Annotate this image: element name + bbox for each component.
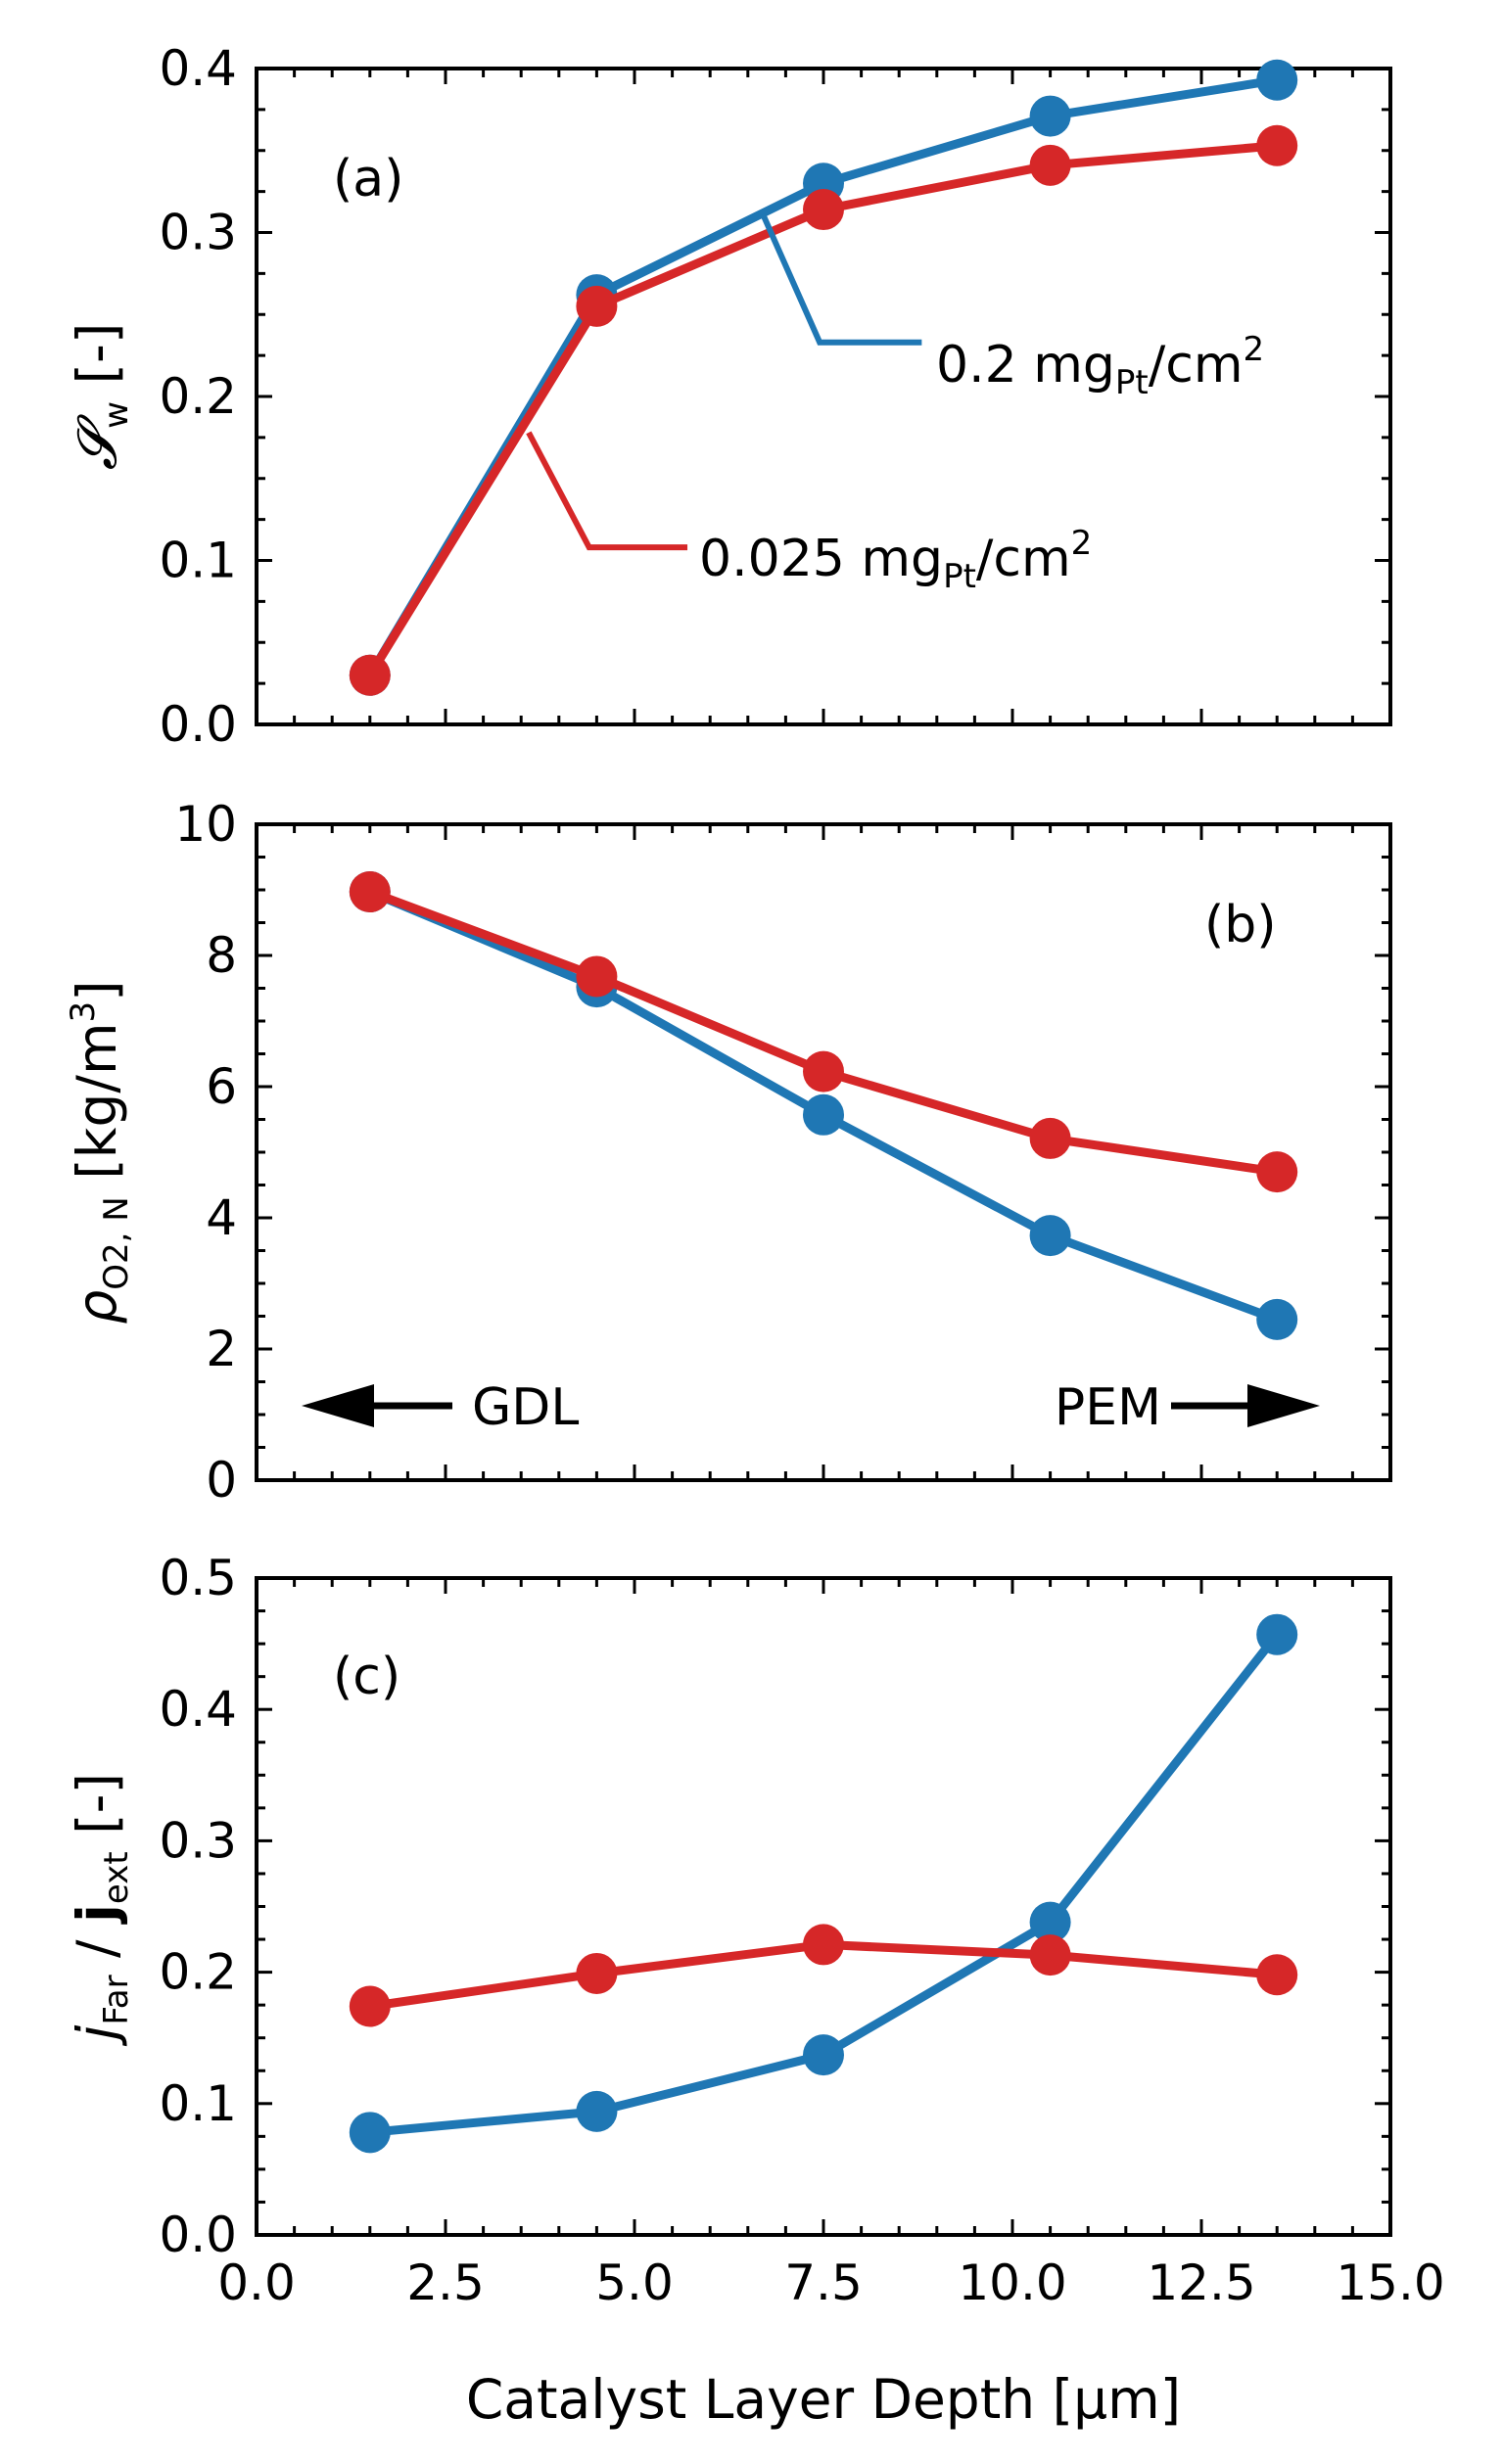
plot-frame — [255, 1576, 1392, 2237]
y-tick-label: 0.0 — [159, 2207, 237, 2263]
data-point-blue — [349, 2112, 391, 2154]
y-tick-label: 6 — [206, 1058, 237, 1115]
y-tick-label: 10 — [174, 796, 237, 853]
x-tick-label: 2.5 — [406, 2255, 485, 2311]
data-point-red — [576, 285, 618, 327]
y-axis-label-b: ρO2, N [kg/m3] — [64, 980, 136, 1324]
panel-label: (a) — [333, 150, 403, 209]
panel-label: (b) — [1204, 896, 1277, 954]
y-tick-label: 0.3 — [159, 205, 237, 261]
data-point-blue — [1029, 1901, 1071, 1943]
panel-label: (c) — [333, 1648, 400, 1706]
annotation-leader-red — [526, 431, 688, 551]
y-axis-label-a: 𝓢w [-] — [66, 323, 136, 471]
y-tick-label: 2 — [206, 1321, 237, 1377]
x-tick-label: 7.5 — [784, 2255, 863, 2311]
panel-2: 0 2 4 6 8 10 (b) — [174, 796, 1392, 1509]
data-point-blue — [576, 2090, 618, 2132]
data-point-blue — [1256, 1298, 1298, 1340]
data-point-blue — [1029, 95, 1071, 137]
panel-3: 0.0 0.1 0.2 0.3 0.4 0.5 0.0 2.5 5.0 7.5 10.0 12.5 15… — [159, 1550, 1444, 2311]
annotation-leader-blue — [760, 212, 922, 346]
data-point-red — [1029, 144, 1071, 186]
data-point-blue — [1256, 59, 1298, 101]
data-point-blue — [803, 2034, 844, 2076]
y-tick-label: 0.4 — [159, 1681, 237, 1738]
data-point-blue — [1029, 1215, 1071, 1257]
panel-1: 0.0 0.1 0.2 0.3 0.4 (a) — [159, 40, 1392, 753]
y-tick-label: 0.1 — [159, 533, 237, 589]
y-tick-label: 8 — [206, 927, 237, 984]
data-point-red — [1256, 1954, 1298, 1996]
y-tick-label: 4 — [206, 1189, 237, 1246]
data-point-red — [576, 1952, 618, 1994]
data-point-red — [349, 871, 391, 913]
x-tick-label: 5.0 — [595, 2255, 674, 2311]
data-point-red — [349, 654, 391, 696]
data-point-red — [803, 1924, 844, 1966]
x-axis-label: Catalyst Layer Depth [μm] — [466, 2368, 1181, 2431]
data-point-red — [803, 1050, 844, 1093]
gdl-label: GDL — [472, 1378, 579, 1437]
arrow-right-icon — [1247, 1384, 1320, 1427]
y-tick-label: 0.0 — [159, 696, 237, 753]
pem-label: PEM — [1055, 1378, 1161, 1437]
y-tick-label: 0.2 — [159, 1944, 237, 2001]
y-axis-label-c: jFar / jext [-] — [66, 1773, 136, 2047]
data-point-red — [1256, 1151, 1298, 1193]
x-tick-label: 12.5 — [1147, 2255, 1255, 2311]
y-tick-label: 0.1 — [159, 2075, 237, 2132]
y-tick-label: 0.4 — [159, 40, 237, 97]
data-point-red — [803, 189, 844, 231]
data-point-blue — [1256, 1613, 1298, 1655]
x-tick-label: 10.0 — [958, 2255, 1066, 2311]
data-point-red — [1029, 1934, 1071, 1976]
x-tick-label: 15.0 — [1336, 2255, 1444, 2311]
annotation-label-red: 0.025 mgPt/cm2 — [699, 524, 1092, 596]
y-tick-label: 0.3 — [159, 1812, 237, 1869]
annotation-label-blue: 0.2 mgPt/cm2 — [936, 330, 1264, 402]
data-point-red — [1256, 124, 1298, 166]
data-point-red — [1029, 1117, 1071, 1159]
y-tick-label: 0.2 — [159, 368, 237, 425]
data-point-blue — [803, 1093, 844, 1136]
x-tick-label: 0.0 — [217, 2255, 296, 2311]
y-tick-label: 0 — [206, 1452, 237, 1509]
data-point-red — [349, 1985, 391, 2027]
y-tick-label: 0.5 — [159, 1550, 237, 1606]
data-point-red — [576, 955, 618, 998]
arrow-left-icon — [302, 1384, 374, 1427]
